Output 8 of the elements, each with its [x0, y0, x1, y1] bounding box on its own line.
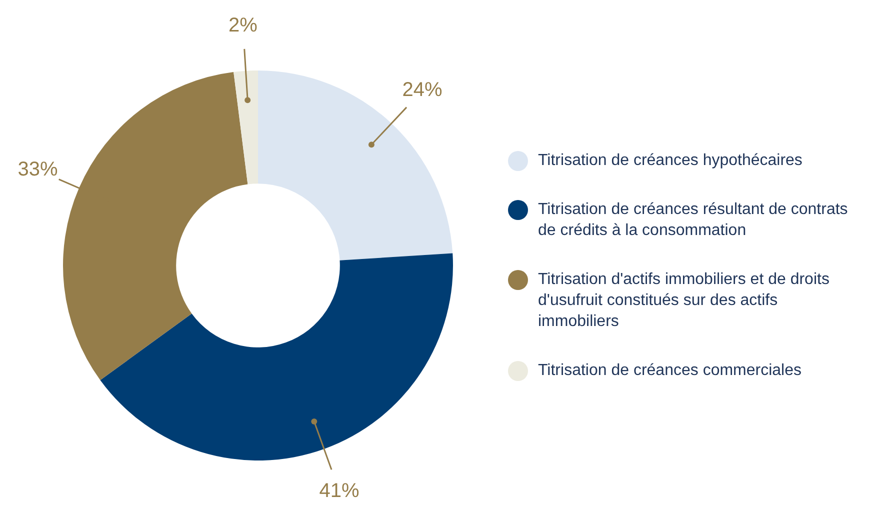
- legend-label: Titrisation de créances résultant de contrats de crédits à la consommation: [538, 200, 849, 241]
- data-label: 2%: [228, 14, 258, 36]
- legend-label: Titrisation de créances hypothécaires: [538, 151, 802, 171]
- legend-label: Titrisation de créances commerciales: [538, 361, 802, 381]
- legend-label: Titrisation d'actifs immobiliers et de droits d'usufruit constitués sur des actifs immobiliers: [538, 270, 830, 332]
- data-label: 41%: [319, 480, 360, 502]
- data-label: 24%: [402, 79, 443, 102]
- data-label: 33%: [18, 158, 58, 181]
